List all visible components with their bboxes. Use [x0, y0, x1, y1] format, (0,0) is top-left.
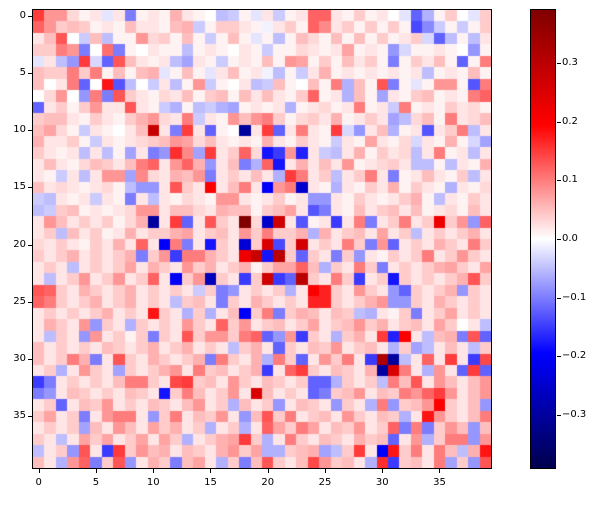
y-tick-label: 25 [13, 295, 26, 307]
y-tick-label: 30 [13, 353, 26, 365]
y-tick-label: 0 [19, 9, 26, 21]
x-tick-label: 30 [375, 477, 389, 488]
x-tick-label: 0 [35, 477, 42, 488]
heatmap-plot-area [32, 9, 492, 469]
y-tick-mark [28, 15, 32, 17]
x-tick-label: 20 [261, 477, 275, 488]
y-tick-label: 35 [13, 410, 26, 422]
heatmap-canvas [33, 10, 491, 468]
x-tick-label: 10 [146, 477, 160, 488]
x-tick-label: 25 [318, 477, 332, 488]
colorbar-tick-label: 0.1 [562, 174, 578, 186]
colorbar-tick-label: −0.1 [562, 291, 587, 303]
colorbar-tick-label: 0.0 [562, 233, 578, 244]
y-tick-mark [28, 244, 32, 246]
colorbar-tick-mark [557, 239, 561, 240]
x-tick-mark [439, 469, 441, 473]
colorbar-tick-mark [557, 180, 561, 182]
x-tick-label: 35 [433, 477, 446, 488]
colorbar-tick-mark [557, 121, 561, 123]
colorbar-tick-label: −0.2 [562, 350, 587, 362]
x-tick-mark [267, 469, 269, 473]
x-tick-label: 5 [92, 477, 100, 488]
y-tick-label: 10 [13, 124, 26, 136]
colorbar-tick-mark [557, 415, 561, 417]
y-tick-label: 20 [13, 238, 26, 250]
colorbar-tick-mark [557, 356, 561, 358]
x-tick-mark [38, 469, 40, 473]
x-tick-mark [210, 469, 212, 473]
x-tick-mark [95, 469, 97, 473]
colorbar-tick-mark [557, 62, 561, 64]
colorbar-tick-label: −0.3 [562, 409, 587, 421]
y-tick-label: 15 [13, 181, 26, 193]
x-tick-mark [324, 469, 326, 473]
y-tick-mark [28, 72, 32, 74]
y-tick-label: 5 [19, 66, 26, 78]
x-tick-label: 15 [204, 477, 217, 488]
y-tick-mark [28, 359, 32, 361]
colorbar [530, 9, 556, 469]
y-tick-mark [28, 187, 32, 189]
y-tick-mark [28, 301, 32, 303]
colorbar-tick-mark [557, 297, 561, 299]
colorbar-tick-label: 0.2 [562, 115, 578, 127]
x-tick-mark [153, 469, 155, 473]
y-tick-mark [28, 416, 32, 418]
x-tick-mark [382, 469, 384, 473]
colorbar-tick-label: 0.3 [562, 56, 578, 68]
y-tick-mark [28, 130, 32, 132]
